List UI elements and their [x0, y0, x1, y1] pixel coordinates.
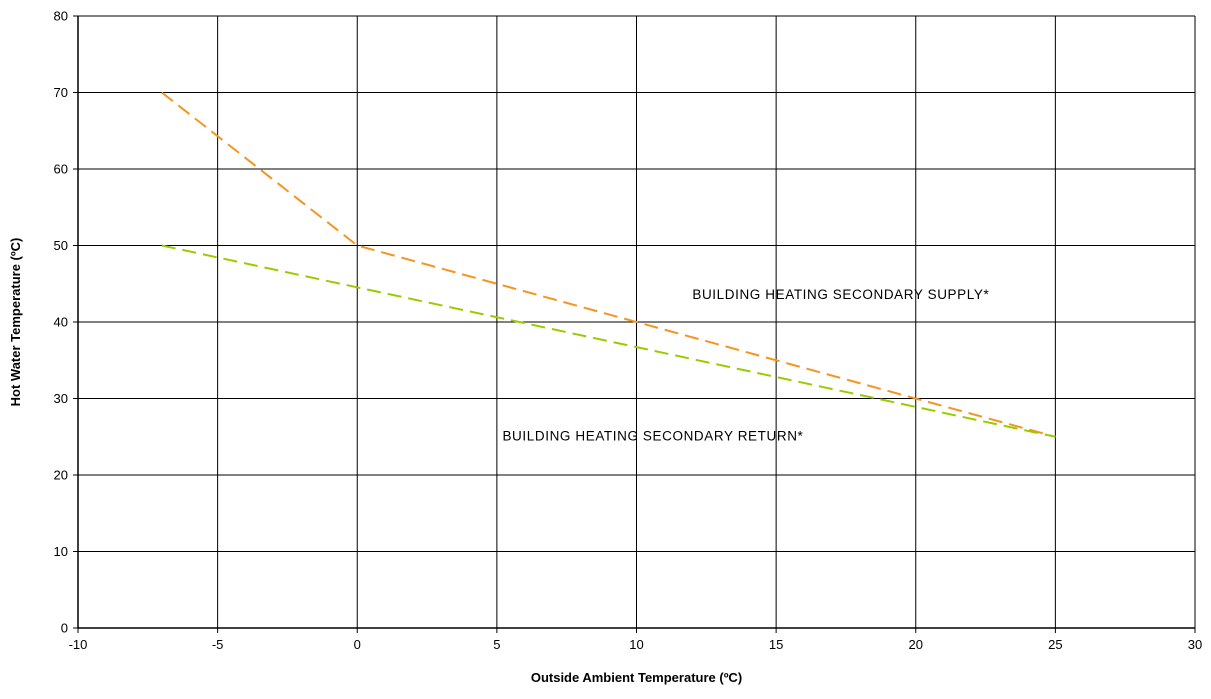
- x-tick-label: 20: [909, 637, 923, 652]
- x-tick-label: -5: [212, 637, 224, 652]
- y-tick-label: 60: [54, 162, 68, 177]
- series-line-1: [161, 91, 1056, 438]
- y-tick-label: 0: [61, 621, 68, 636]
- x-tick-label: 15: [769, 637, 783, 652]
- y-tick-label: 20: [54, 468, 68, 483]
- annotation-label: BUILDING HEATING SECONDARY SUPPLY*: [692, 287, 989, 302]
- y-axis-title: Hot Water Temperature (ºC): [8, 238, 23, 407]
- x-tick-label: 10: [629, 637, 643, 652]
- x-axis-title: Outside Ambient Temperature (ºC): [531, 670, 742, 685]
- x-tick-label: 5: [493, 637, 500, 652]
- y-tick-label: 30: [54, 391, 68, 406]
- x-tick-label: -10: [69, 637, 88, 652]
- x-tick-label: 25: [1048, 637, 1062, 652]
- series-layer: [161, 91, 1056, 438]
- series-line-2: [161, 244, 1056, 438]
- y-tick-label: 40: [54, 315, 68, 330]
- annotation-label: BUILDING HEATING SECONDARY RETURN*: [502, 429, 803, 444]
- y-tick-label: 80: [54, 9, 68, 24]
- annotations: BUILDING HEATING SECONDARY SUPPLY* BUILDI…: [502, 287, 989, 444]
- y-tick-label: 70: [54, 85, 68, 100]
- y-tick-label: 10: [54, 544, 68, 559]
- x-tick-label: 0: [354, 637, 361, 652]
- axes: 0 10 20 30 40 50 60 70 80 -10 -5 0 5 10 15 20 25 30: [54, 9, 1203, 653]
- x-tick-label: 30: [1188, 637, 1202, 652]
- y-tick-label: 50: [54, 238, 68, 253]
